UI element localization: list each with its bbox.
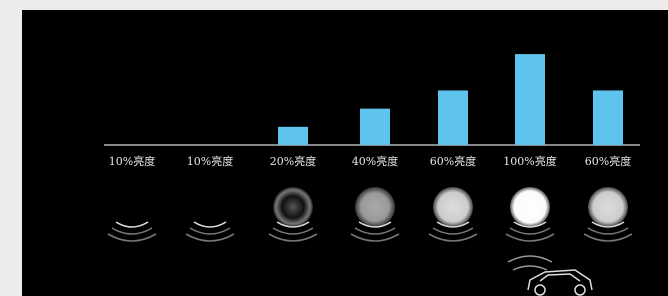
slide (22, 10, 668, 296)
light-disc (273, 187, 313, 227)
x-tick-label: 60%亮度 (585, 154, 631, 168)
x-tick-label: 40%亮度 (352, 154, 398, 168)
bar (515, 54, 545, 145)
x-tick-label: 60%亮度 (430, 154, 476, 168)
x-tick-label: 10%亮度 (109, 154, 155, 168)
light-disc (588, 187, 628, 227)
light-disc (510, 187, 550, 227)
light-disc (355, 187, 395, 227)
page: 10%亮度10%亮度20%亮度40%亮度60%亮度100%亮度60%亮度 (()… (0, 0, 668, 296)
x-tick-label: 100%亮度 (503, 154, 556, 168)
x-tick-label: 10%亮度 (187, 154, 233, 168)
light-disc (433, 187, 473, 227)
x-tick-label: 20%亮度 (270, 154, 316, 168)
bar (278, 127, 308, 145)
bar (360, 109, 390, 145)
bar (593, 90, 623, 145)
bar (438, 90, 468, 145)
chart: 10%亮度 10%亮度 20%亮度 40%亮度 60%亮度 100%亮度 60%亮度 (0, 0, 668, 296)
